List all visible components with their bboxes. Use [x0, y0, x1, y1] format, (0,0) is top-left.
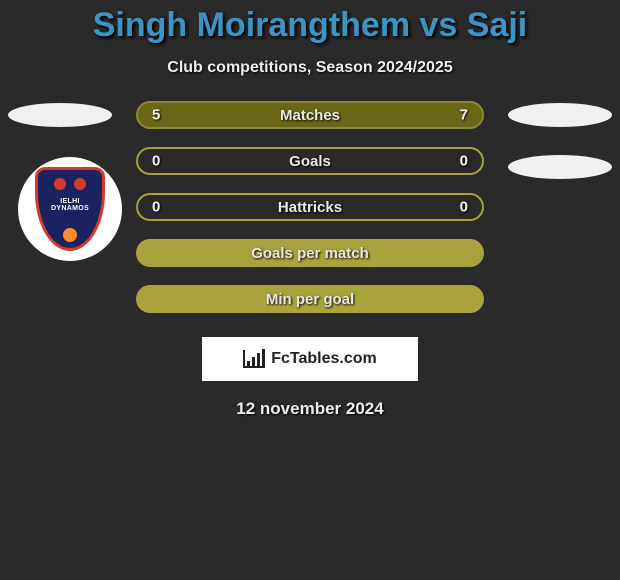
stat-row: Min per goal: [136, 285, 484, 313]
stat-right-value: 0: [460, 199, 468, 216]
club-badge: IELHIDYNAMOS: [18, 157, 122, 261]
comparison-section: IELHIDYNAMOS 5Matches70Goals00Hattricks0…: [0, 101, 620, 419]
player-right-placeholder-1: [508, 103, 612, 127]
brand-text: FcTables.com: [271, 350, 377, 368]
date-label: 12 november 2024: [0, 399, 620, 419]
stat-row: Goals per match: [136, 239, 484, 267]
shield-icon: IELHIDYNAMOS: [35, 167, 105, 251]
page-title: Singh Moirangthem vs Saji: [0, 0, 620, 45]
bar-chart-icon: [243, 350, 265, 368]
stat-rows: 5 Matches 7 0 Goals 0 0 Hattricks 0 Goals per mat…: [136, 101, 484, 313]
subheading: Club competitions, Season 2024/2025: [0, 59, 620, 77]
stat-label: Hattricks: [278, 199, 342, 216]
stat-label: Matches: [280, 107, 340, 124]
stat-left-value: 5: [152, 107, 160, 124]
stat-label: Goals: [289, 153, 331, 170]
stat-label: Goals per match: [251, 245, 369, 262]
stat-right-value: 7: [460, 107, 468, 124]
player-right-placeholder-2: [508, 155, 612, 179]
brand-logo: FcTables.com: [202, 337, 418, 381]
stat-row: 5 Matches 7: [136, 101, 484, 129]
stat-label: Min per goal: [266, 291, 354, 308]
player-left-placeholder: [8, 103, 112, 127]
stat-row: 0 Hattricks 0: [136, 193, 484, 221]
stat-row: 0 Goals 0: [136, 147, 484, 175]
stat-left-value: 0: [152, 199, 160, 216]
stat-right-value: 0: [460, 153, 468, 170]
stat-left-value: 0: [152, 153, 160, 170]
